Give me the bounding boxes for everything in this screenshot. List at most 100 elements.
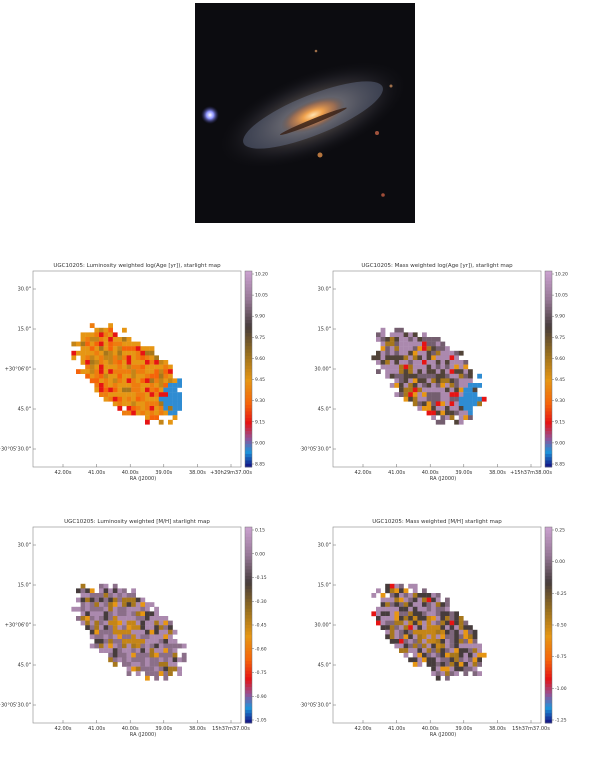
colorbar-segment bbox=[245, 300, 252, 305]
map-pixel bbox=[385, 597, 390, 603]
colorbar-segment bbox=[245, 706, 252, 711]
map-pixel bbox=[385, 369, 390, 374]
map-pixel bbox=[112, 652, 118, 658]
map-pixel bbox=[131, 634, 136, 640]
colorbar-segment bbox=[545, 703, 552, 708]
map-pixel bbox=[458, 401, 464, 407]
map-pixel bbox=[426, 369, 432, 374]
map-pixel bbox=[468, 383, 473, 388]
map-pixel bbox=[403, 620, 409, 626]
colorbar-segment bbox=[245, 385, 252, 389]
map-pixel bbox=[445, 675, 450, 681]
map-pixel bbox=[468, 369, 473, 374]
map-pixel bbox=[94, 364, 100, 370]
map-pixel bbox=[89, 373, 95, 379]
map-pixel bbox=[472, 396, 478, 402]
map-pixel bbox=[85, 373, 90, 379]
map-pixel bbox=[417, 639, 423, 644]
map-pixel bbox=[135, 620, 141, 626]
map-pixel bbox=[454, 360, 459, 365]
map-pixel bbox=[168, 657, 173, 663]
map-pixel bbox=[168, 369, 173, 374]
map-pixel bbox=[122, 606, 127, 612]
colorbar-tick-label: 10.20 bbox=[555, 272, 568, 278]
map-pixel bbox=[158, 392, 164, 397]
map-pixel bbox=[380, 611, 386, 617]
map-pixel bbox=[154, 606, 159, 612]
map-pixel bbox=[154, 671, 159, 676]
map-pixel bbox=[135, 355, 141, 361]
colorbar-segment bbox=[545, 680, 552, 685]
map-pixel bbox=[431, 643, 436, 649]
map-pixel bbox=[163, 620, 169, 626]
map-pixel bbox=[399, 643, 404, 649]
colorbar-segment bbox=[245, 365, 252, 370]
map-pixel bbox=[422, 648, 427, 653]
map-pixel bbox=[449, 666, 455, 672]
map-pixel bbox=[431, 360, 436, 365]
map-pixel bbox=[389, 346, 395, 351]
map-pixel bbox=[117, 396, 123, 402]
map-pixel bbox=[431, 629, 436, 635]
colorbar-segment bbox=[245, 553, 252, 557]
map-pixel bbox=[380, 360, 386, 365]
colorbar-segment bbox=[545, 388, 552, 393]
panel-title: UGC10205: Mass weighted log(Age [yr]), s… bbox=[361, 263, 513, 269]
map-pixel bbox=[140, 401, 146, 407]
map-pixel bbox=[422, 588, 427, 594]
map-pixel bbox=[435, 392, 441, 397]
map-pixel bbox=[145, 373, 150, 379]
map-pixel bbox=[126, 597, 132, 603]
colorbar-segment bbox=[245, 411, 252, 416]
map-pixel bbox=[417, 346, 423, 351]
map-pixel bbox=[154, 406, 159, 411]
colorbar-tick-label: 9.00 bbox=[555, 440, 565, 446]
map-pixel bbox=[122, 611, 127, 617]
map-pixel bbox=[422, 350, 427, 356]
map-pixel bbox=[463, 401, 469, 407]
map-pixel bbox=[135, 387, 141, 393]
colorbar-segment bbox=[545, 460, 552, 465]
map-pixel bbox=[80, 332, 86, 338]
map-pixel bbox=[408, 629, 413, 635]
map-pixel bbox=[103, 341, 109, 347]
map-pixel bbox=[177, 643, 182, 649]
map-pixel bbox=[163, 639, 169, 644]
colorbar-segment bbox=[545, 365, 552, 370]
map-pixel bbox=[440, 620, 446, 626]
map-pixel bbox=[472, 666, 478, 672]
colorbar-segment bbox=[545, 300, 552, 305]
map-pixel bbox=[94, 373, 100, 379]
map-pixel bbox=[99, 643, 104, 649]
map-pixel bbox=[399, 583, 404, 589]
map-pixel bbox=[426, 350, 432, 356]
map-pixel bbox=[140, 629, 146, 635]
map-pixel bbox=[422, 360, 427, 365]
colorbar-segment bbox=[245, 290, 252, 295]
map-pixel bbox=[403, 387, 409, 393]
map-pixel bbox=[463, 643, 469, 649]
x-tick-label: 39.00s bbox=[455, 470, 472, 476]
colorbar-segment bbox=[545, 372, 552, 376]
colorbar-segment bbox=[545, 553, 552, 557]
y-tick-label: +30°06'0" bbox=[5, 623, 31, 629]
map-pixel bbox=[440, 378, 446, 384]
map-pixel bbox=[140, 346, 146, 351]
map-pixel bbox=[449, 648, 455, 653]
map-pixel bbox=[89, 360, 95, 365]
map-pixel bbox=[417, 625, 423, 630]
map-pixel bbox=[117, 657, 123, 663]
map-pixel bbox=[112, 341, 118, 347]
map-pixel bbox=[154, 396, 159, 402]
map-pixel bbox=[412, 401, 418, 407]
map-pixel bbox=[394, 634, 400, 640]
map-pixel bbox=[80, 355, 86, 361]
map-pixel bbox=[385, 373, 390, 379]
colorbar-segment bbox=[245, 349, 252, 354]
map-pixel bbox=[94, 639, 100, 644]
x-tick-label: 41.00s bbox=[88, 726, 105, 732]
colorbar-segment bbox=[545, 664, 552, 668]
map-pixel bbox=[140, 602, 146, 607]
map-pixel bbox=[149, 360, 155, 365]
map-pixel bbox=[431, 657, 436, 663]
